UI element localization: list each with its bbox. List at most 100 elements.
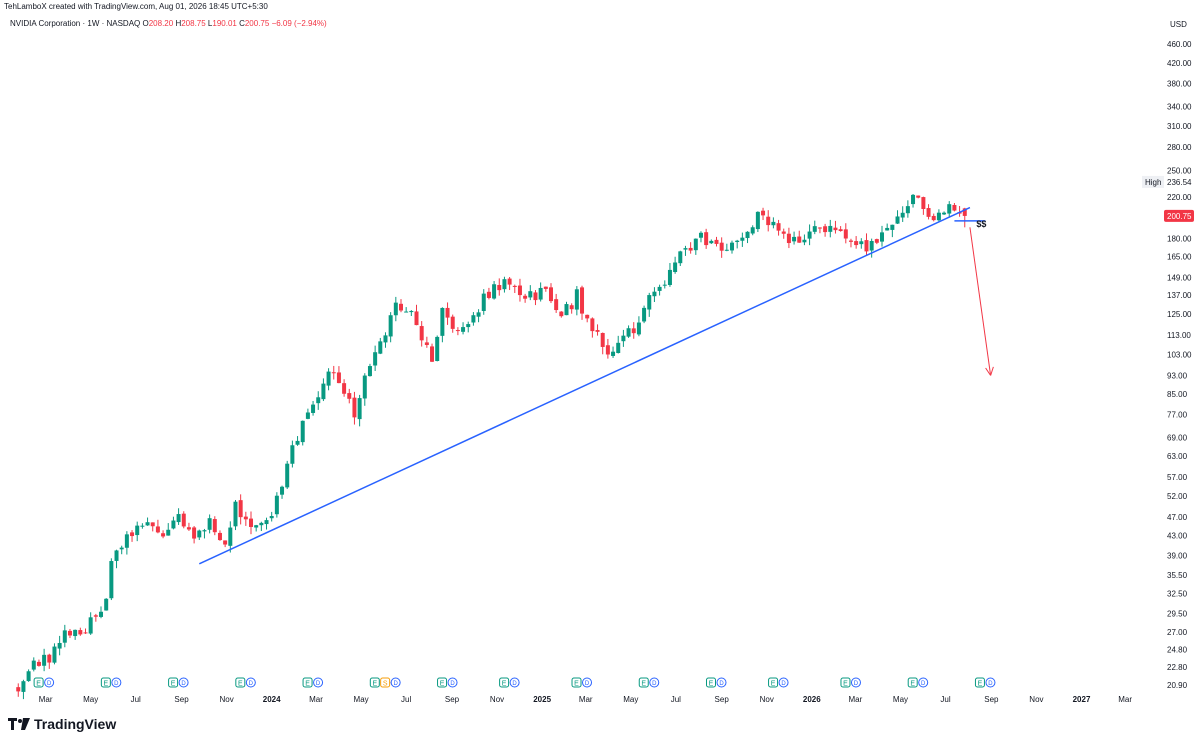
high-value: 208.75 <box>181 19 206 28</box>
candle-body <box>440 307 445 336</box>
x-tick-label: Jul <box>131 695 141 704</box>
dividend-marker-label: D <box>652 681 657 687</box>
candle-body <box>538 287 543 300</box>
candle-body <box>533 292 538 301</box>
candle-body <box>109 561 114 599</box>
candle-body <box>895 216 900 224</box>
change-value: −6.09 (−2.94%) <box>271 19 327 28</box>
events-layer: EDEDEDEDEDEDSDEDEDEDEDEDEDEDEDED <box>33 677 996 688</box>
x-tick-label: Mar <box>1118 695 1132 704</box>
candle-body <box>311 404 316 413</box>
x-tick-label: Nov <box>220 695 234 704</box>
candle-body <box>305 412 310 419</box>
dividend-marker-label: D <box>781 681 786 687</box>
dividend-marker <box>44 677 55 688</box>
candle-body <box>192 527 197 539</box>
candle-body <box>83 632 88 634</box>
candle-body <box>740 237 745 241</box>
candle-body <box>755 211 760 230</box>
candle-body <box>523 295 528 299</box>
earnings-marker-label: E <box>978 681 983 688</box>
candle-body <box>269 516 274 519</box>
y-tick-label: 27.00 <box>1167 628 1188 637</box>
candle-body <box>714 239 719 244</box>
candle-body <box>181 513 186 527</box>
x-tick-label: Jul <box>401 695 411 704</box>
candle-body <box>280 486 285 495</box>
earnings-marker <box>33 677 44 688</box>
candle-body <box>383 335 388 343</box>
candle-body <box>316 397 321 404</box>
candle-body <box>47 654 52 663</box>
candle-body <box>243 516 248 520</box>
candle-body <box>921 197 926 209</box>
candle-body <box>166 529 171 536</box>
candle-body <box>217 532 222 541</box>
candle-body <box>233 501 238 527</box>
candle-body <box>616 342 621 354</box>
candle-body <box>936 212 941 221</box>
candle-body <box>947 204 952 214</box>
open-value: 208.20 <box>148 19 174 28</box>
candle-body <box>652 291 657 297</box>
candle-body <box>321 383 326 400</box>
dividend-marker-label: D <box>181 681 186 687</box>
x-tick-label: May <box>893 695 908 704</box>
dividend-marker-label: D <box>719 681 724 687</box>
candle-body <box>326 371 331 386</box>
candle-body <box>274 495 279 515</box>
candle-body <box>631 328 636 334</box>
candle-body <box>797 236 802 243</box>
y-tick-label: 20.90 <box>1167 681 1188 690</box>
dividend-marker-label: D <box>854 681 859 687</box>
candle-body <box>574 289 579 310</box>
y-tick-label: 93.00 <box>1167 371 1188 380</box>
candle-body <box>698 232 703 238</box>
dividend-marker-label: D <box>393 681 398 687</box>
created-by-text: TehLamboX created with TradingView.com, … <box>4 2 268 11</box>
candle-body <box>347 393 352 399</box>
candle-body <box>673 262 678 273</box>
close-value: 200.75 <box>244 19 270 28</box>
earnings-marker-label: E <box>641 681 646 688</box>
earnings-marker <box>302 677 313 688</box>
x-tick-label: Sep <box>174 695 189 704</box>
x-tick-label: May <box>623 695 638 704</box>
earnings-marker <box>571 677 582 688</box>
candle-body <box>626 328 631 337</box>
candle-body <box>57 642 62 649</box>
y-tick-label: 69.00 <box>1167 433 1188 442</box>
x-tick-label: Mar <box>39 695 53 704</box>
candle-body <box>155 526 160 533</box>
candle-body <box>352 397 357 418</box>
earnings-marker-label: E <box>574 681 579 688</box>
y-tick-label: 103.00 <box>1167 350 1192 359</box>
earnings-marker-label: E <box>843 681 848 688</box>
candle-body <box>455 330 460 332</box>
symbol-name: NVIDIA Corporation · 1W · NASDAQ <box>10 19 141 28</box>
candle-body <box>683 248 688 250</box>
candle-body <box>543 286 548 289</box>
candle-body <box>900 212 905 218</box>
y-tick-label: 85.00 <box>1167 390 1188 399</box>
candle-body <box>300 420 305 443</box>
y-tick-label: 47.00 <box>1167 513 1188 522</box>
dividend-marker <box>918 677 929 688</box>
tradingview-logo[interactable]: TradingView <box>8 716 116 732</box>
candle-body <box>792 236 797 242</box>
y-tick-label: 280.00 <box>1167 143 1192 152</box>
earnings-marker <box>974 677 985 688</box>
candle-body <box>761 210 766 216</box>
candle-body <box>807 231 812 239</box>
dividend-marker <box>850 677 861 688</box>
candle-body <box>595 330 600 332</box>
last-price-value: 200.75 <box>1167 212 1192 221</box>
candle-body <box>202 530 207 532</box>
candle-body <box>926 208 931 217</box>
candle-body <box>93 615 98 617</box>
brand-name: TradingView <box>34 716 117 732</box>
candle-body <box>724 249 729 251</box>
candle-body <box>207 518 212 530</box>
high-label: High <box>1145 178 1161 187</box>
